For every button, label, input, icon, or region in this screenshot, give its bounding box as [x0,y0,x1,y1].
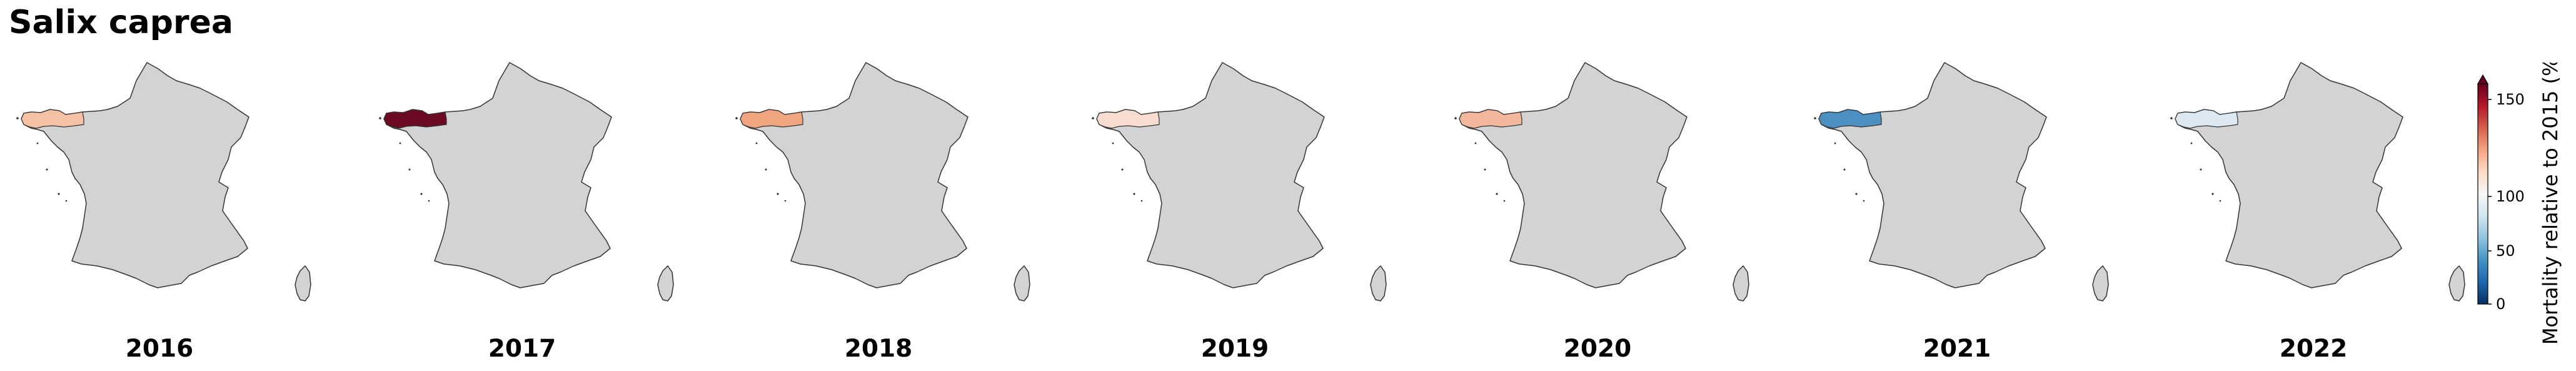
brittany-region [2175,109,2238,129]
corsica-land [1733,265,1749,302]
coastal-island [755,142,758,145]
map-panel-5: 2021 [1810,59,2109,363]
coastal-island [1140,200,1143,202]
france-map-1 [379,62,674,302]
brittany-region [383,109,447,129]
coastal-island [1496,193,1498,195]
year-label-2: 2018 [844,335,913,363]
colorbar-extend-arrow [2477,74,2489,84]
france-map-2 [735,62,1030,302]
coastal-island [777,193,779,195]
coastal-island [428,200,430,202]
year-label-4: 2020 [1563,335,1632,363]
colorbar-tick-50: 50 [2488,242,2515,260]
colorbar: 0 50 100 150 Mortality relative to 2015 … [2477,63,2562,345]
colorbar-gradient [2477,83,2488,305]
coastal-island [1133,193,1135,195]
coastal-island [1112,142,1114,145]
coastal-island [2211,193,2214,195]
france-land [1096,62,1325,288]
year-label-1: 2017 [488,335,556,363]
coastal-island [1834,142,1836,145]
coastal-island [1863,200,1865,202]
coastal-island [65,200,68,202]
france-land [1459,62,1688,288]
brittany-region [1096,109,1160,129]
year-label-3: 2019 [1200,335,1269,363]
france-map-4 [1454,62,1749,302]
colorbar-tick-100: 100 [2488,188,2525,205]
colorbar-tick-label-0: 0 [2496,295,2505,313]
year-label-6: 2022 [2279,335,2348,363]
coastal-island [2200,168,2202,171]
map-panel-6: 2022 [2166,59,2465,363]
year-label-0: 2016 [125,335,194,363]
coastal-island [408,168,411,171]
corsica-land [657,265,674,302]
colorbar-tick-label-50: 50 [2496,242,2515,260]
colorbar-label: Mortality relative to 2015 (%) [2538,63,2562,345]
coastal-island [1855,193,1858,195]
coastal-island [399,142,401,145]
map-panel-2: 2018 [732,59,1030,363]
colorbar-tick-label-100: 100 [2496,188,2525,205]
colorbar-tick-0: 0 [2488,295,2505,313]
coastal-island [1121,168,1124,171]
corsica-land [294,265,311,302]
coastal-island [36,142,39,145]
map-panel-0: 2016 [13,59,311,363]
coastal-island [1484,168,1486,171]
corsica-land [2448,265,2465,302]
brittany-region [21,109,84,129]
colorbar-tick-label-150: 150 [2496,91,2525,108]
france-land [1818,62,2047,288]
france-land [21,62,249,288]
map-panel-4: 2020 [1451,59,1749,363]
coastal-island [1503,200,1506,202]
figure-title: Salix caprea [9,4,233,41]
corsica-land [2092,265,2109,302]
coastal-island [735,117,738,119]
colorbar-tick-150: 150 [2488,91,2525,108]
map-panel-1: 2017 [375,59,674,363]
coastal-island [1474,142,1477,145]
coastal-island [46,168,48,171]
year-label-5: 2021 [1923,335,1991,363]
brittany-region [1818,109,1882,129]
coastal-island [2170,117,2173,119]
france-map-6 [2170,62,2465,302]
france-land [383,62,612,288]
coastal-island [2219,200,2221,202]
corsica-land [1014,265,1030,302]
coastal-island [1814,117,1816,119]
coastal-island [16,117,19,119]
coastal-island [1843,168,1846,171]
coastal-island [765,168,767,171]
brittany-region [740,109,803,129]
coastal-island [784,200,787,202]
coastal-island [420,193,423,195]
france-map-3 [1092,62,1387,302]
france-map-5 [1814,62,2109,302]
france-land [740,62,969,288]
coastal-island [379,117,381,119]
coastal-island [1454,117,1457,119]
france-map-0 [16,62,311,302]
coastal-island [58,193,60,195]
corsica-land [1370,265,1387,302]
coastal-island [2190,142,2193,145]
map-panel-3: 2019 [1088,59,1387,363]
france-land [2175,62,2403,288]
coastal-island [1092,117,1094,119]
brittany-region [1459,109,1522,129]
